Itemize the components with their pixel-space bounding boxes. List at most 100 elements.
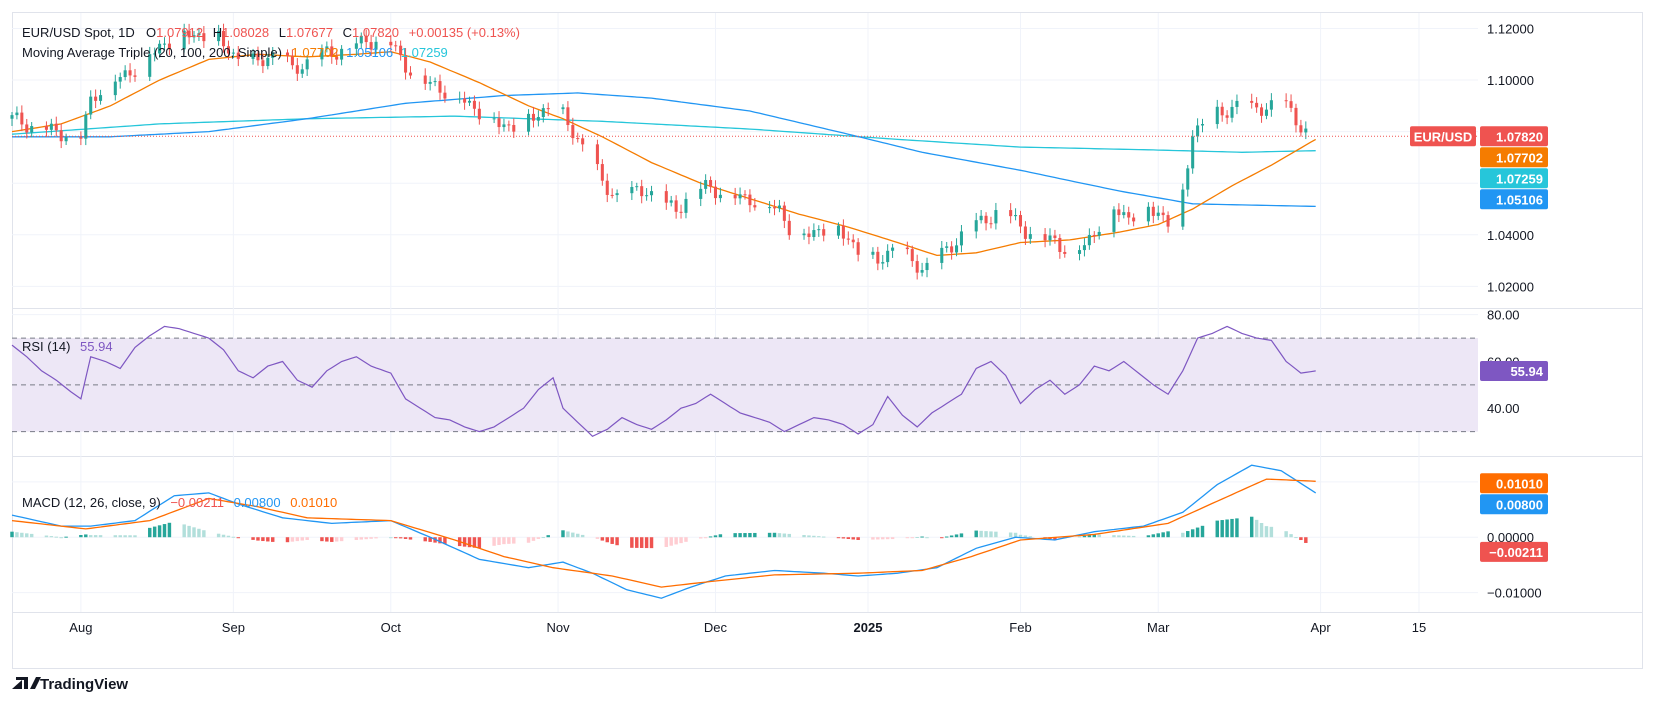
candle-body — [364, 35, 368, 43]
candle-body — [1092, 235, 1096, 237]
macd-histogram-bar — [93, 535, 98, 538]
last-price-tag-bg — [1480, 126, 1548, 147]
candle-body — [856, 242, 860, 255]
symbol-tag-bg — [1410, 126, 1476, 147]
macd-histogram-bar — [477, 537, 482, 549]
candle-body — [99, 95, 103, 101]
candle-body — [305, 59, 309, 70]
macd-histogram-bar — [320, 537, 324, 542]
candle-body — [674, 200, 678, 212]
macd-histogram-bar — [1058, 537, 1062, 540]
macd-histogram-bar — [113, 535, 118, 538]
candle-body — [433, 81, 437, 83]
candle-body — [777, 205, 781, 209]
candle-body — [10, 115, 14, 119]
macd-histogram-bar — [1220, 520, 1224, 538]
macd-histogram-bar — [940, 537, 944, 539]
signal-path — [11, 478, 1316, 588]
macd-histogram-bar — [718, 534, 723, 538]
macd-histogram-bar — [561, 530, 565, 538]
open-label: O — [146, 25, 156, 40]
macd-histogram-bar — [708, 536, 713, 538]
macd-histogram-bar — [266, 537, 270, 542]
macd-histogram-bar — [369, 537, 373, 539]
macd-histogram-bar — [507, 537, 511, 544]
ohlc-readout: O1.07912 H1.08028 L1.07677 C1.07820 +0.0… — [146, 25, 520, 40]
candle-body — [841, 225, 845, 239]
macd-histogram-bar — [285, 537, 290, 543]
macd-histogram-bar — [571, 532, 575, 538]
histogram-tag-bg — [1480, 541, 1548, 562]
rsi-axis-label: 80.00 — [1487, 308, 1520, 323]
macd-histogram-bar — [202, 530, 206, 538]
macd-histogram-bar — [300, 537, 304, 541]
rsi-legend-label: RSI (14) — [22, 339, 70, 354]
macd-histogram-bar — [54, 536, 58, 538]
candle-body — [925, 262, 929, 271]
candle-body — [1269, 100, 1273, 110]
candle-body — [527, 113, 531, 132]
macd-histogram-bar — [1294, 537, 1298, 539]
candle-body — [374, 41, 378, 50]
candle-body — [1053, 235, 1057, 238]
candle-body — [1077, 250, 1082, 254]
macd-histogram-bar — [438, 537, 442, 544]
candle-body — [846, 238, 850, 240]
macd-histogram-bar — [649, 537, 654, 549]
ma100-line — [12, 92, 1316, 208]
macd-histogram-bar — [699, 537, 703, 539]
macd-histogram-bar — [15, 532, 19, 538]
price-axis-label: 1.04000 — [1487, 228, 1534, 243]
candle-body — [536, 116, 540, 121]
candles — [10, 23, 1308, 280]
macd-histogram-bar — [989, 531, 993, 538]
candle-body — [605, 180, 609, 195]
macd-histogram-bar — [20, 532, 24, 538]
macd-histogram-bar — [753, 532, 757, 538]
macd-histogram-bar — [1023, 535, 1028, 538]
macd-histogram-bar — [959, 533, 964, 538]
candle-body — [94, 96, 98, 101]
candle-body — [1097, 231, 1101, 236]
candle-body — [492, 118, 496, 120]
tradingview-logo[interactable]: TradingView — [12, 676, 128, 693]
candle-body — [340, 48, 344, 60]
macd-tag: 0.00800 — [1496, 497, 1543, 512]
macd-histogram-bar — [925, 537, 929, 539]
candle-body — [408, 72, 413, 76]
macd-histogram-bar — [88, 535, 93, 538]
candle-body — [950, 246, 954, 253]
candle-body — [236, 52, 240, 59]
macd-histogram-bar — [876, 537, 880, 540]
candle-body — [330, 46, 334, 57]
macd-histogram-bar — [1161, 532, 1165, 538]
signal-tag: 0.01010 — [1496, 476, 1543, 491]
candle-body — [271, 52, 275, 58]
macd-histogram-bar — [1259, 522, 1264, 538]
macd-histogram-bar — [851, 537, 855, 540]
candle-body — [1023, 226, 1027, 239]
macd-histogram-bar — [777, 533, 782, 538]
macd-histogram-bar — [772, 532, 777, 538]
candle-body — [630, 187, 634, 194]
candle-body — [994, 210, 998, 224]
candle-body — [1225, 115, 1229, 118]
macd-histogram-bar — [1186, 531, 1190, 538]
macd-histogram-bar — [748, 532, 752, 538]
candle-body — [1260, 107, 1264, 116]
candle-body — [615, 193, 619, 196]
macd-histogram-bar — [261, 537, 265, 542]
macd-histogram-bar — [1230, 518, 1234, 538]
macd-histogram-bar — [1028, 536, 1033, 538]
price-tags: EUR/USD 1.07820 1.07702 1.07259 1.05106 55.94… — [1410, 126, 1548, 562]
macd-histogram-bar — [600, 537, 605, 541]
macd-axis-label: −0.01000 — [1487, 586, 1542, 601]
candle-body — [64, 137, 68, 142]
price-axis-label: 1.10000 — [1487, 73, 1534, 88]
candle-body — [561, 107, 565, 110]
macd-histogram-bar — [354, 537, 359, 540]
candle-body — [1117, 209, 1121, 216]
candle-body — [54, 123, 58, 131]
macd-histogram-bar — [221, 534, 226, 538]
macd-histogram-bar — [733, 533, 737, 538]
